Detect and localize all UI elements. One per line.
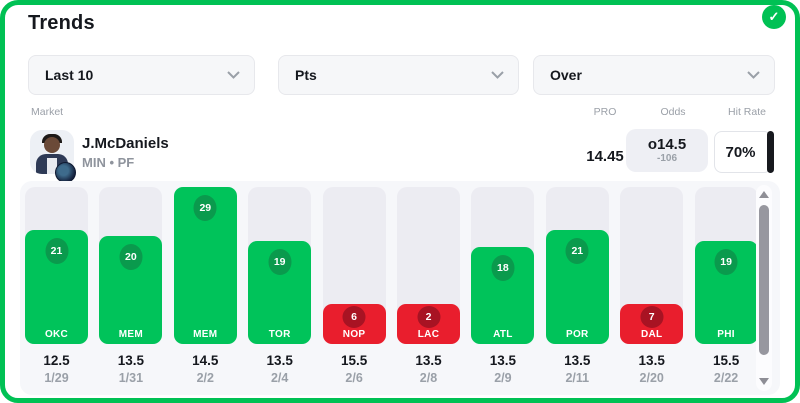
game-date: 2/2 xyxy=(196,371,214,385)
line-value: 13.5 xyxy=(564,353,591,368)
avatar-head xyxy=(44,137,60,153)
bar[interactable]: 19 TOR xyxy=(248,241,312,344)
player-team-position: MIN • PF xyxy=(82,155,135,170)
chart-scrollbar[interactable] xyxy=(756,185,772,391)
pro-projection-value: 14.45 xyxy=(586,148,624,165)
chart-column: 19 TOR 13.5 2/4 xyxy=(248,187,312,385)
bar-value-badge: 6 xyxy=(342,306,366,328)
chart-column: 18 ATL 13.5 2/9 xyxy=(471,187,535,385)
chevron-down-icon xyxy=(747,66,760,84)
bar-value-badge: 7 xyxy=(640,306,664,328)
line-value: 13.5 xyxy=(117,353,145,368)
team-label: POR xyxy=(566,329,589,340)
dropdown-over-under-label: Over xyxy=(550,67,582,83)
hit-rate-box: 70% xyxy=(714,131,774,173)
bar-value-badge: 19 xyxy=(268,249,292,275)
dropdown-stat[interactable]: Pts xyxy=(278,55,519,95)
game-date: 1/29 xyxy=(44,371,69,385)
dropdown-timeframe[interactable]: Last 10 xyxy=(28,55,255,95)
bar-value-badge: 29 xyxy=(193,195,217,221)
dropdown-over-under[interactable]: Over xyxy=(533,55,775,95)
line-value: 13.5 xyxy=(415,353,442,368)
game-date: 2/11 xyxy=(565,371,590,385)
column-header-market: Market xyxy=(31,106,64,118)
bar[interactable]: 2 LAC xyxy=(397,304,460,344)
game-date: 2/20 xyxy=(639,371,664,385)
bar[interactable]: 29 MEM xyxy=(173,187,237,344)
hit-rate-indicator-bar xyxy=(767,131,774,173)
team-label: PHI xyxy=(717,329,735,340)
line-value: 13.5 xyxy=(638,353,665,368)
team-label: MEM xyxy=(193,329,218,340)
game-date: 2/22 xyxy=(713,371,739,385)
scroll-down-icon[interactable] xyxy=(759,378,769,385)
team-label: TOR xyxy=(268,329,291,340)
avatar-jersey-stripe xyxy=(47,158,57,174)
chart-column: 21 OKC 12.5 1/29 xyxy=(25,187,88,385)
chart-column: 6 NOP 15.5 2/6 xyxy=(322,187,386,385)
chart-column: 20 MEM 13.5 1/31 xyxy=(99,187,163,385)
team-logo-icon xyxy=(55,162,76,183)
line-value: 13.5 xyxy=(489,353,517,368)
team-label: DAL xyxy=(640,329,663,340)
chevron-down-icon xyxy=(491,66,504,84)
bar[interactable]: 19 PHI xyxy=(694,241,758,344)
team-label: OKC xyxy=(44,329,69,340)
hit-rate-value: 70% xyxy=(725,143,756,161)
line-value: 15.5 xyxy=(712,353,740,368)
odds-button[interactable]: o14.5 -106 xyxy=(626,129,708,172)
column-header-pro: PRO xyxy=(593,106,617,118)
player-name[interactable]: J.McDaniels xyxy=(82,135,169,152)
line-value: 14.5 xyxy=(192,353,219,368)
chart-column: 19 PHI 15.5 2/22 xyxy=(694,187,758,385)
chevron-down-icon xyxy=(227,66,240,84)
column-header-odds: Odds xyxy=(660,106,686,118)
bar-value-badge: 19 xyxy=(714,249,738,275)
bar[interactable]: 18 ATL xyxy=(471,247,535,344)
bar-value-badge: 2 xyxy=(417,306,440,328)
chart-column: 29 MEM 14.5 2/2 xyxy=(173,187,237,385)
bar[interactable]: 6 NOP xyxy=(322,304,386,344)
bar-value-badge: 18 xyxy=(491,255,515,281)
game-date: 2/4 xyxy=(270,371,289,385)
bar[interactable]: 21 POR xyxy=(545,230,609,344)
check-badge-icon: ✓ xyxy=(762,5,786,29)
bar-value-badge: 21 xyxy=(565,238,589,264)
line-value: 13.5 xyxy=(266,353,293,368)
game-date: 2/6 xyxy=(345,371,363,385)
dropdown-stat-label: Pts xyxy=(295,67,317,83)
column-header-hit-rate: Hit Rate xyxy=(728,106,766,118)
team-label: LAC xyxy=(417,329,440,340)
bar-value-badge: 20 xyxy=(119,244,143,270)
bar[interactable]: 7 DAL xyxy=(620,304,684,344)
scrollbar-thumb[interactable] xyxy=(759,205,769,355)
line-value: 12.5 xyxy=(43,353,70,368)
team-label: MEM xyxy=(118,329,143,340)
game-date: 2/9 xyxy=(494,371,512,385)
scroll-up-icon[interactable] xyxy=(759,191,769,198)
odds-price-value: -106 xyxy=(656,152,677,164)
team-label: ATL xyxy=(493,329,513,340)
game-date: 1/31 xyxy=(118,371,144,385)
chart-column: 7 DAL 13.5 2/20 xyxy=(620,187,684,385)
game-date: 2/8 xyxy=(419,371,438,385)
player-avatar[interactable] xyxy=(30,130,74,174)
odds-line-value: o14.5 xyxy=(647,135,687,153)
dropdown-timeframe-label: Last 10 xyxy=(45,67,94,83)
bar[interactable]: 21 OKC xyxy=(25,230,88,344)
chart-column: 21 POR 13.5 2/11 xyxy=(545,187,609,385)
team-label: NOP xyxy=(342,329,366,340)
chart-panel: 21 OKC 12.5 1/29 20 MEM 13.5 1/31 29 MEM 14.5 2/2 19… xyxy=(20,181,780,395)
bar-value-badge: 21 xyxy=(45,238,68,264)
page-title: Trends xyxy=(28,12,95,34)
bar[interactable]: 20 MEM xyxy=(99,236,163,344)
chart-column: 2 LAC 13.5 2/8 xyxy=(397,187,460,385)
line-value: 15.5 xyxy=(340,353,368,368)
